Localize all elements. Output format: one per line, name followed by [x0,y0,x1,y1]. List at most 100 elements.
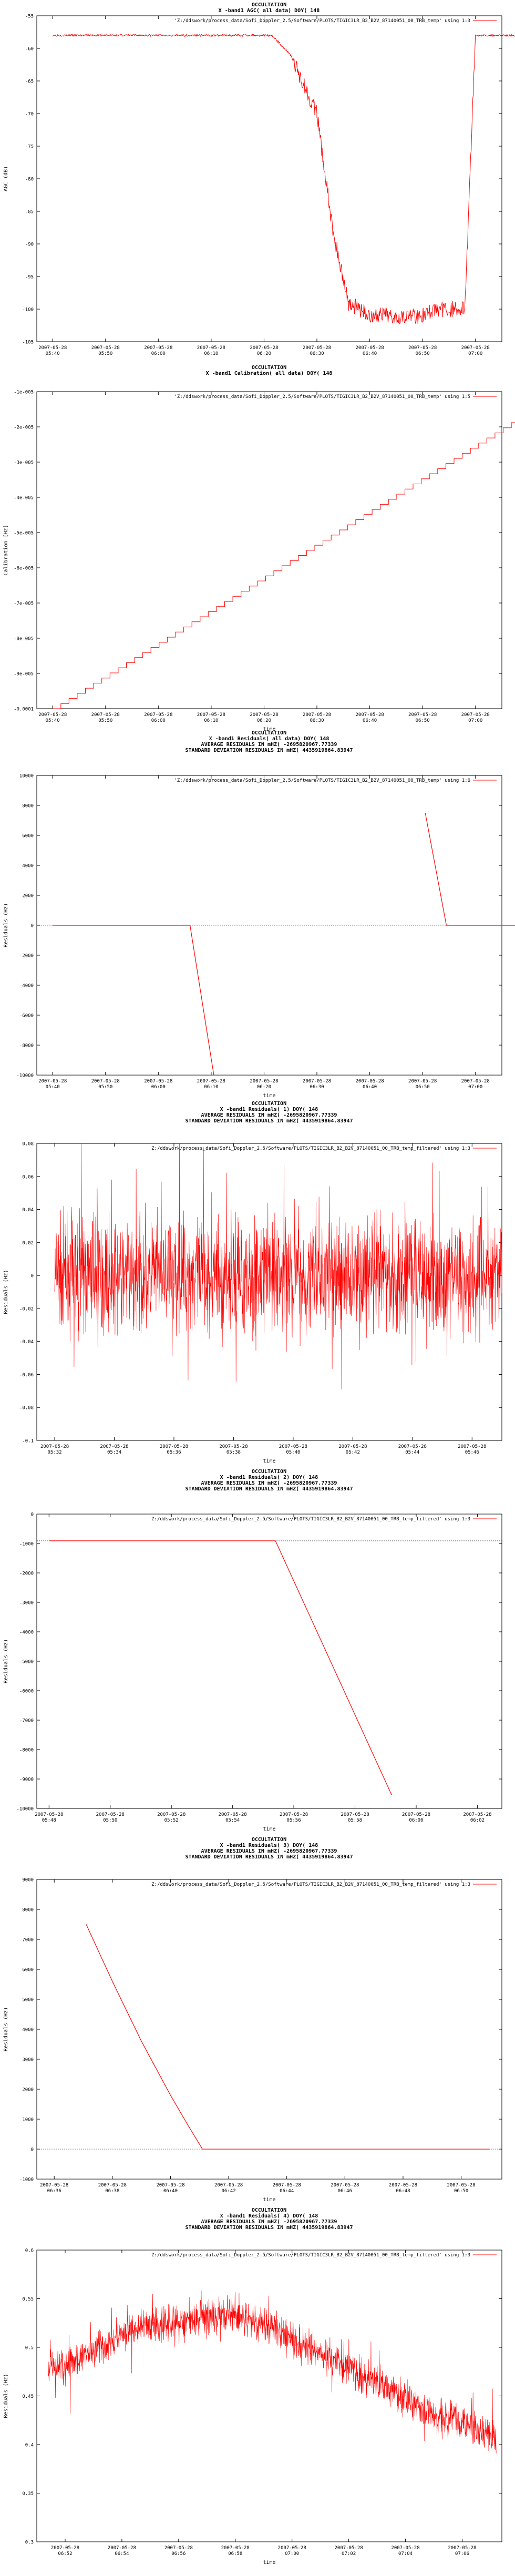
legend-label: 'Z:/ddswork/process_data/Sofi_Doppler_2.… [149,1882,470,1887]
x-tick-label: 2007-05-28 06:38 [98,2183,127,2194]
y-tick-label: -6e-005 [14,566,34,571]
y-tick-label: -1000 [19,1542,34,1547]
y-tick-label: -1e-005 [14,390,34,395]
x-tick-label: 2007-05-28 06:40 [156,2183,184,2194]
y-tick-label: -0.1 [22,1439,34,1444]
y-tick-label: 0 [31,1512,34,1518]
x-tick-label: 2007-05-28 06:30 [303,345,331,356]
x-tick-label: 2007-05-28 05:40 [279,1444,307,1455]
plot-frame [36,2250,502,2542]
x-tick-label: 2007-05-28 06:40 [355,712,384,723]
x-tick-label: 2007-05-28 05:40 [38,1079,67,1090]
y-axis-label: Residuals (Hz) [3,2374,9,2418]
chart-title-line: X -band1 Residuals( 4) DOY( 148 [220,2213,318,2219]
y-tick-label: -8e-005 [14,637,34,642]
chart-title-line: OCCULTATION [252,1837,286,1843]
chart-title-line: STANDARD DEVIATION RESIDUALS IN mHZ( 443… [185,2225,353,2231]
plot-frame [36,1879,502,2180]
y-tick-label: -6000 [19,1689,34,1694]
y-tick-label: -55 [25,14,34,19]
y-tick-label: -3000 [19,1601,34,1606]
y-axis-label: Residuals (Hz) [3,2007,9,2051]
x-tick-label: 2007-05-28 06:50 [447,2183,475,2194]
y-tick-label: -8000 [19,1044,34,1049]
y-axis-label: Residuals (Hz) [3,1270,9,1314]
x-tick-label: 2007-05-28 05:40 [38,345,67,356]
x-tick-label: 2007-05-28 06:42 [214,2183,243,2194]
x-tick-label: 2007-05-28 05:48 [35,1812,63,1823]
y-tick-label: -95 [25,275,34,280]
y-tick-label: -105 [22,340,34,345]
chart-title-line: X -band1 Residuals( 2) DOY( 148 [220,1474,318,1480]
x-tick-label: 2007-05-28 06:52 [51,2546,79,2557]
series-line [53,422,515,709]
y-tick-label: 6000 [22,834,34,839]
x-tick-label: 2007-05-28 05:58 [341,1812,369,1823]
x-tick-label: 2007-05-28 07:02 [335,2546,363,2557]
x-tick-label: 2007-05-28 06:20 [250,345,278,356]
chart-title-line: AVERAGE RESIDUALS IN mHZ( -2695820967.77… [201,742,337,748]
y-tick-label: 0.3 [25,2540,34,2546]
y-tick-label: 0.06 [22,1174,34,1180]
y-tick-label: -0.08 [19,1406,34,1411]
x-tick-label: 2007-05-28 05:32 [40,1444,69,1455]
x-tick-label: 2007-05-28 06:40 [355,345,384,356]
x-tick-label: 2007-05-28 06:10 [197,345,225,356]
legend-label: 'Z:/ddswork/process_data/Sofi_Doppler_2.… [174,778,470,783]
y-axis-label: AGC (dB) [3,166,9,191]
chart-title-line: OCCULTATION [252,2,286,8]
x-tick-label: 2007-05-28 06:20 [250,1079,278,1090]
y-tick-label: -70 [25,112,34,117]
chart-title-line: STANDARD DEVIATION RESIDUALS IN mHZ( 443… [185,748,353,753]
y-tick-label: -9000 [19,1777,34,1783]
x-axis-label: time [263,727,275,732]
x-tick-label: 2007-05-28 05:50 [91,1079,120,1090]
y-tick-label: 0.6 [25,2248,34,2254]
y-tick-label: 4000 [22,864,34,869]
x-tick-label: 2007-05-28 05:54 [219,1812,247,1823]
x-tick-label: 2007-05-28 06:50 [408,1079,437,1090]
y-tick-label: 5000 [22,1998,34,2003]
chart-title-line: OCCULTATION [252,2207,286,2213]
x-tick-label: 2007-05-28 05:36 [160,1444,188,1455]
chart-title-line: OCCULTATION [252,1101,286,1107]
series-line [52,33,515,324]
y-tick-label: -9e-005 [14,672,34,677]
y-tick-label: -7e-005 [14,601,34,607]
y-tick-label: -5e-005 [14,531,34,536]
x-axis-label: time [263,2197,275,2203]
y-tick-label: -4e-005 [14,496,34,501]
x-tick-label: 2007-05-28 06:58 [221,2546,250,2557]
y-tick-label: -0.04 [19,1340,34,1345]
chart-title-line: AVERAGE RESIDUALS IN mHZ( -2695820967.77… [201,1848,337,1854]
x-tick-label: 2007-05-28 05:50 [91,712,120,723]
chart-title-line: STANDARD DEVIATION RESIDUALS IN mHZ( 443… [185,1854,353,1860]
chart-title-line: AVERAGE RESIDUALS IN mHZ( -2695820967.77… [201,1112,337,1118]
x-axis-label: time [263,1826,275,1832]
y-tick-label: 6000 [22,1968,34,1973]
y-tick-label: 0 [31,1274,34,1279]
y-tick-label: 10000 [19,774,34,779]
x-tick-label: 2007-05-28 07:04 [391,2546,419,2557]
x-tick-label: 2007-05-28 05:42 [338,1444,367,1455]
y-tick-label: 0.55 [22,2297,34,2302]
y-tick-label: -6000 [19,1014,34,1019]
y-tick-label: -65 [25,79,34,85]
y-tick-label: 7000 [22,1938,34,1943]
chart-title-line: X -band1 Residuals( 3) DOY( 148 [220,1842,318,1848]
x-tick-label: 2007-05-28 06:44 [273,2183,301,2194]
x-tick-label: 2007-05-28 06:30 [303,712,331,723]
x-tick-label: 2007-05-28 05:38 [219,1444,248,1455]
x-tick-label: 2007-05-28 05:50 [96,1812,125,1823]
series-line [48,2290,497,2454]
x-tick-label: 2007-05-28 05:46 [458,1444,486,1455]
y-tick-label: 0.4 [25,2443,34,2448]
y-tick-label: 0.08 [22,1142,34,1147]
y-tick-label: -0.0001 [14,707,34,712]
legend-label: 'Z:/ddswork/process_data/Sofi_Doppler_2.… [149,1146,470,1151]
y-tick-label: -80 [25,177,34,182]
y-tick-label: 0.02 [22,1241,34,1246]
x-tick-label: 2007-05-28 07:00 [461,345,490,356]
y-tick-label: 8000 [22,1908,34,1913]
